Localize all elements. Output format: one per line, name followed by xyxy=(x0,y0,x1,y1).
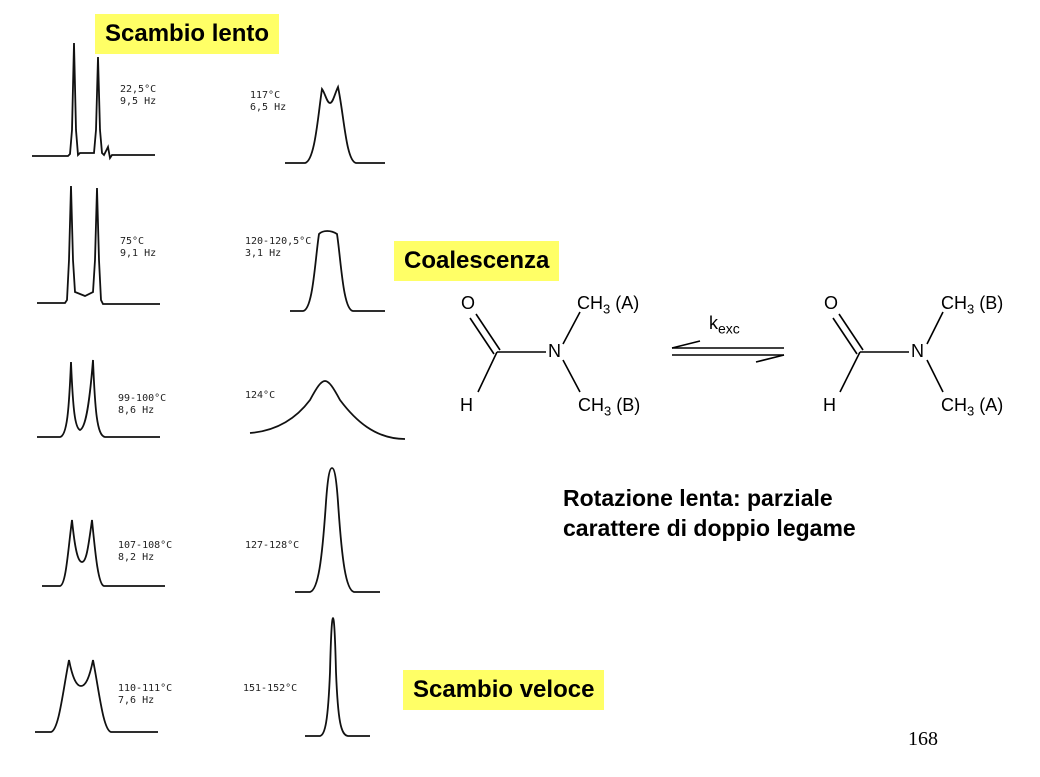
label-fast-exchange: Scambio veloce xyxy=(403,670,605,710)
left-atom-n: N xyxy=(548,341,561,361)
right-ch3-a: CH3 (A) xyxy=(941,395,1004,419)
spectrum-6-label: 117°C 6,5 Hz xyxy=(250,90,287,113)
spectrum-7 xyxy=(290,230,385,312)
right-co-bond-1 xyxy=(832,317,858,355)
spectrum-5-label: 110-111°C 7,6 Hz xyxy=(118,683,173,706)
spectrum-6 xyxy=(285,84,385,164)
spectrum-1-label: 22,5°C 9,5 Hz xyxy=(120,84,157,107)
left-ch-bond xyxy=(477,351,498,393)
spectrum-2 xyxy=(37,185,160,305)
right-ch-bond xyxy=(839,351,861,393)
right-atom-n: N xyxy=(911,341,924,361)
spectrum-3 xyxy=(37,359,160,438)
caption-line-1: Rotazione lenta: parziale xyxy=(563,485,833,511)
label-coalescence: Coalescenza xyxy=(394,241,560,281)
spectrum-8 xyxy=(249,380,406,440)
spectrum-9-label: 127-128°C xyxy=(245,540,300,551)
spectrum-2-label: 75°C 9,1 Hz xyxy=(120,236,157,259)
right-ch3-b: CH3 (B) xyxy=(941,293,1004,317)
left-ch3-a: CH3 (A) xyxy=(577,293,640,317)
spectrum-7-label: 120-120,5°C 3,1 Hz xyxy=(245,236,312,259)
left-n-ch3b-bond xyxy=(562,359,581,393)
spectrum-9 xyxy=(295,467,380,593)
spectrum-4-label: 107-108°C 8,2 Hz xyxy=(118,540,173,563)
equilibrium-arrow-bottom-head xyxy=(755,354,785,363)
spectrum-4 xyxy=(42,519,165,587)
left-atom-o: O xyxy=(461,293,476,313)
left-co-bond-2 xyxy=(475,313,501,351)
caption: Rotazione lenta: parziale carattere di d… xyxy=(563,483,856,543)
spectrum-3-label: 99-100°C 8,6 Hz xyxy=(118,393,167,416)
caption-line-2: carattere di doppio legame xyxy=(563,515,856,541)
rate-constant-label: kexc xyxy=(709,313,740,337)
left-ch3-b: CH3 (B) xyxy=(578,395,641,419)
left-co-bond-1 xyxy=(469,317,495,355)
equilibrium-arrow-top-head xyxy=(671,340,701,349)
right-n-ch3b-bond xyxy=(926,311,944,345)
spectrum-8-label: 124°C xyxy=(245,390,276,401)
left-n-ch3a-bond xyxy=(562,311,581,345)
right-atom-o: O xyxy=(824,293,839,313)
spectrum-5 xyxy=(35,659,158,733)
right-co-bond-2 xyxy=(838,313,864,351)
spectrum-10-label: 151-152°C xyxy=(243,683,298,694)
label-slow-exchange: Scambio lento xyxy=(95,14,280,54)
page-number: 168 xyxy=(908,728,938,750)
spectrum-10 xyxy=(305,617,370,737)
spectrum-1 xyxy=(32,42,155,161)
right-atom-h: H xyxy=(823,395,836,415)
left-atom-h: H xyxy=(460,395,473,415)
right-n-ch3a-bond xyxy=(926,359,944,393)
